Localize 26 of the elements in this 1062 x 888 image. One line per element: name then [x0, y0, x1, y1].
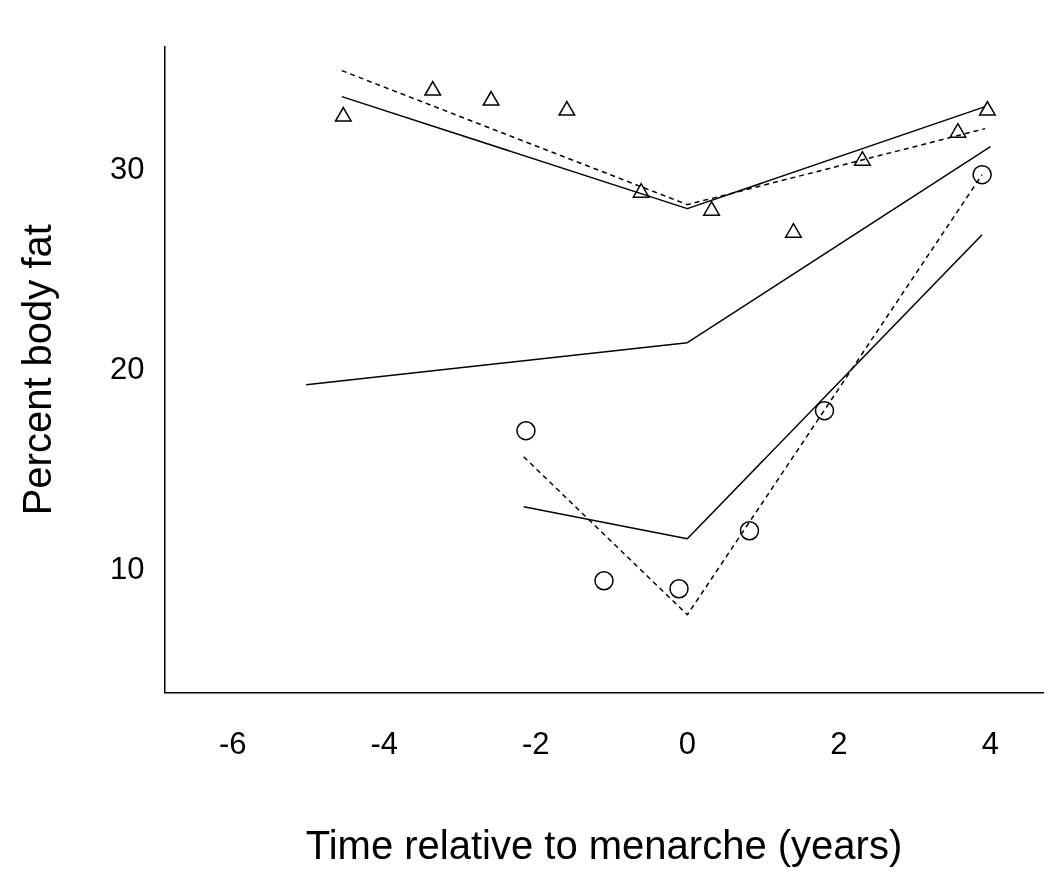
- point: [669, 579, 689, 599]
- x-tick-label: 0: [678, 725, 696, 761]
- point: [949, 122, 967, 138]
- point: [853, 150, 871, 166]
- y-tick-label: 20: [110, 351, 145, 387]
- y-axis-title: Percent body fat: [15, 224, 60, 516]
- point: [558, 100, 576, 116]
- y-tick-label: 30: [110, 151, 145, 187]
- x-tick-label: -4: [370, 725, 399, 761]
- point: [978, 100, 996, 116]
- point: [424, 80, 442, 96]
- point: [632, 182, 650, 198]
- point: [814, 400, 835, 421]
- point: [334, 106, 352, 122]
- x-tick-label: 4: [981, 725, 1000, 761]
- x-tick-label: 2: [830, 725, 848, 761]
- point: [482, 90, 500, 106]
- point: [516, 420, 536, 441]
- x-tick-label: -2: [522, 725, 550, 761]
- x-tick-label: -6: [218, 725, 247, 761]
- point: [739, 521, 760, 541]
- point: [703, 200, 721, 216]
- point: [594, 571, 614, 591]
- point: [784, 222, 802, 238]
- y-tick-label: 10: [110, 551, 145, 587]
- x-axis-title: Time relative to menarche (years): [305, 823, 903, 868]
